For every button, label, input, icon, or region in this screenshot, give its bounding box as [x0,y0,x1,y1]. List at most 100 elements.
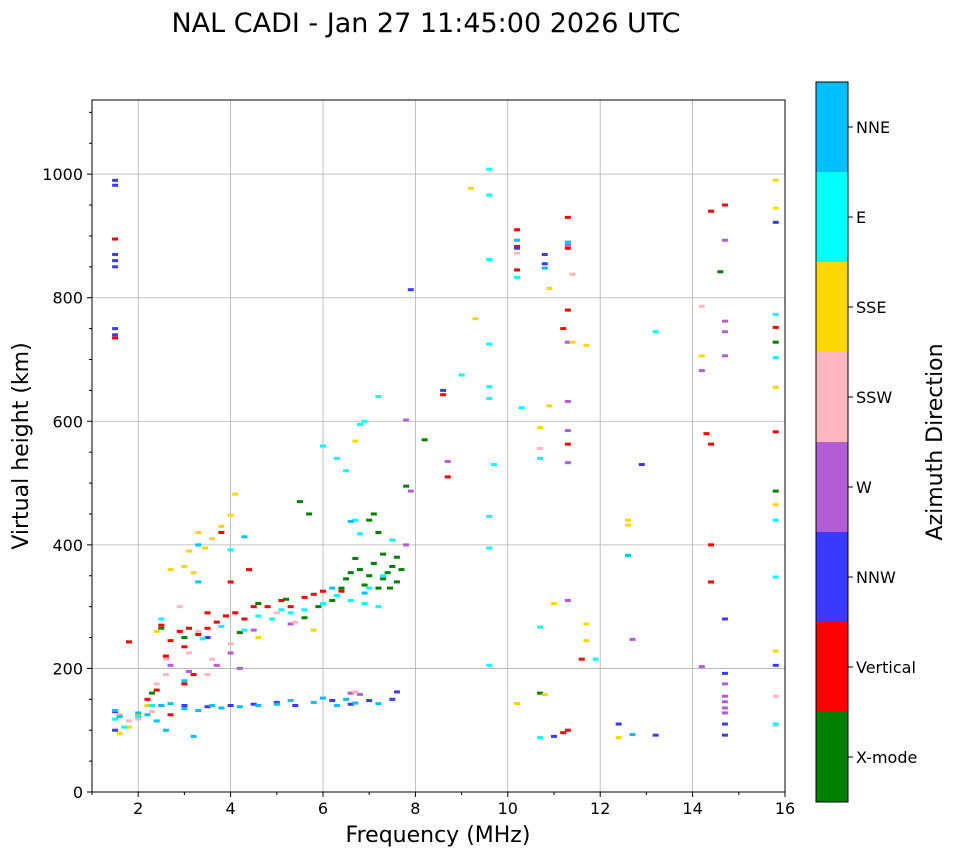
data-point-sse [772,206,779,210]
data-point-x-mode [236,631,243,635]
data-point-sse [583,622,590,626]
colorbar-label: X-mode [856,748,917,767]
data-point-sse [190,571,197,575]
data-point-sse [615,736,622,740]
data-point-x-mode [366,518,373,522]
data-point-nne [629,733,636,737]
data-point-e [514,275,521,279]
x-tick-label: 14 [682,799,702,818]
data-point-nnw [204,705,211,709]
data-point-x-mode [315,605,322,609]
data-point-nnw [250,702,257,706]
data-point-vertical [213,620,220,624]
data-point-w [403,543,410,547]
data-point-e [389,538,396,542]
data-point-w [698,369,705,373]
data-point-nne [273,702,280,706]
data-point-e [366,586,373,590]
data-point-w [356,692,363,696]
data-point-ssw [176,605,183,609]
data-point-x-mode [356,568,363,572]
data-point-e [592,657,599,661]
data-point-w [721,682,728,686]
data-point-vertical [338,589,345,593]
data-point-x-mode [347,571,354,575]
colorbar-label: SSW [856,388,892,407]
data-point-e [320,602,326,606]
data-point-sse [583,343,590,347]
data-point-sse [116,731,123,735]
axis-ticks: 2 4 6 8 10 12 14 16 0 200 400 600 800 1000 [42,111,795,818]
data-point-nne [624,553,631,557]
data-point-nne [167,702,174,706]
data-point-nne [375,702,382,706]
data-point-vertical [301,595,308,599]
colorbar-segment [816,172,848,262]
data-point-e [375,395,382,399]
data-point-ssw [273,611,280,615]
data-point-nne [236,705,243,709]
data-point-nne [162,728,169,732]
x-tick-label: 16 [775,799,795,818]
data-point-vertical [514,268,521,272]
data-point-x-mode [380,577,387,581]
data-point-sse [624,523,631,527]
data-point-nne [514,238,521,242]
data-point-e [486,663,493,667]
data-point-e [486,342,493,346]
data-point-w [227,651,234,655]
data-point-sse [541,692,548,696]
data-point-sse [218,524,225,528]
data-point-nne [320,696,326,700]
data-point-ssw [195,629,202,633]
data-point-vertical [708,442,715,446]
data-point-vertical [772,325,779,329]
y-tick-label: 400 [52,536,83,555]
data-point-w [721,330,728,334]
x-tick-label: 6 [318,799,328,818]
x-axis-label: Frequency (MHz) [346,823,531,848]
data-point-sse [514,702,521,706]
data-point-vertical [278,598,285,602]
data-point-nne [158,704,165,707]
data-point-vertical [514,244,521,248]
data-point-ssw [135,717,142,721]
data-point-sse [144,704,151,707]
data-point-x-mode [306,512,313,516]
data-point-vertical [195,632,202,636]
data-point-vertical [564,215,571,219]
data-point-vertical [158,623,165,627]
x-tick-label: 8 [410,799,420,818]
data-point-vertical [708,580,715,584]
data-point-nne [190,734,197,738]
data-point-vertical [167,713,174,717]
data-point-e [112,717,119,721]
data-point-nne [144,713,151,717]
data-point-vertical [560,327,567,331]
data-point-vertical [112,336,119,340]
data-point-x-mode [283,597,290,601]
colorbar: X-mode Vertical NNW W SSW SSE E NNE [815,81,917,803]
data-point-nnw [329,699,336,703]
data-point-w [564,461,571,465]
data-point-vertical [153,688,160,692]
data-point-nnw [440,388,447,392]
x-tick-label: 12 [590,799,610,818]
data-point-e [537,625,544,629]
data-point-ssw [537,446,544,450]
data-point-vertical [444,475,451,479]
data-point-e [199,637,206,641]
colorbar-label: NNW [856,568,896,587]
colorbar-label: NNE [856,118,890,137]
data-point-nnw [652,733,659,737]
data-point-e [772,312,779,316]
data-point-e [218,624,225,628]
data-point-vertical [144,697,151,701]
data-point-sse [537,425,544,429]
data-point-e [486,546,493,550]
grid-lines [92,100,786,793]
data-point-sse [135,713,142,717]
data-point-x-mode [181,636,188,640]
data-point-e [361,602,368,606]
data-point-vertical [703,432,710,436]
